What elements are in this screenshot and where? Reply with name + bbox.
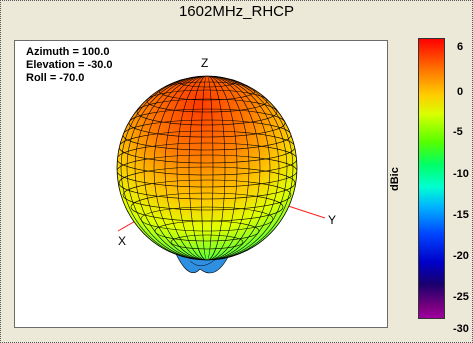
colorbar (418, 38, 445, 319)
orientation-readout: Azimuth = 100.0 Elevation = -30.0 Roll =… (26, 46, 113, 85)
colorbar-tick: -20 (453, 250, 469, 262)
azimuth-readout: Azimuth = 100.0 (26, 46, 110, 58)
y-axis-label: Y (328, 213, 337, 227)
3d-radiation-pattern (116, 75, 326, 274)
colorbar-tick: -30 (453, 323, 469, 335)
elevation-readout: Elevation = -30.0 (26, 59, 113, 71)
colorbar-tick: -5 (453, 126, 463, 138)
window-title: 1602MHz_RHCP (178, 3, 295, 20)
mesh-grid (117, 76, 297, 260)
roll-readout: Roll = -70.0 (26, 72, 85, 84)
pattern-plot-panel[interactable]: Azimuth = 100.0 Elevation = -30.0 Roll =… (14, 40, 388, 328)
colorbar-tick: -15 (453, 209, 469, 221)
colorbar-tick: 6 (457, 41, 464, 53)
z-axis-label: Z (201, 56, 209, 70)
colorbar-label: dBic (389, 167, 401, 191)
colorbar-tick: -10 (453, 168, 469, 180)
x-axis-label: X (118, 234, 127, 248)
colorbar-tick: 0 (457, 86, 464, 98)
colorbar-tick: -25 (453, 291, 469, 303)
